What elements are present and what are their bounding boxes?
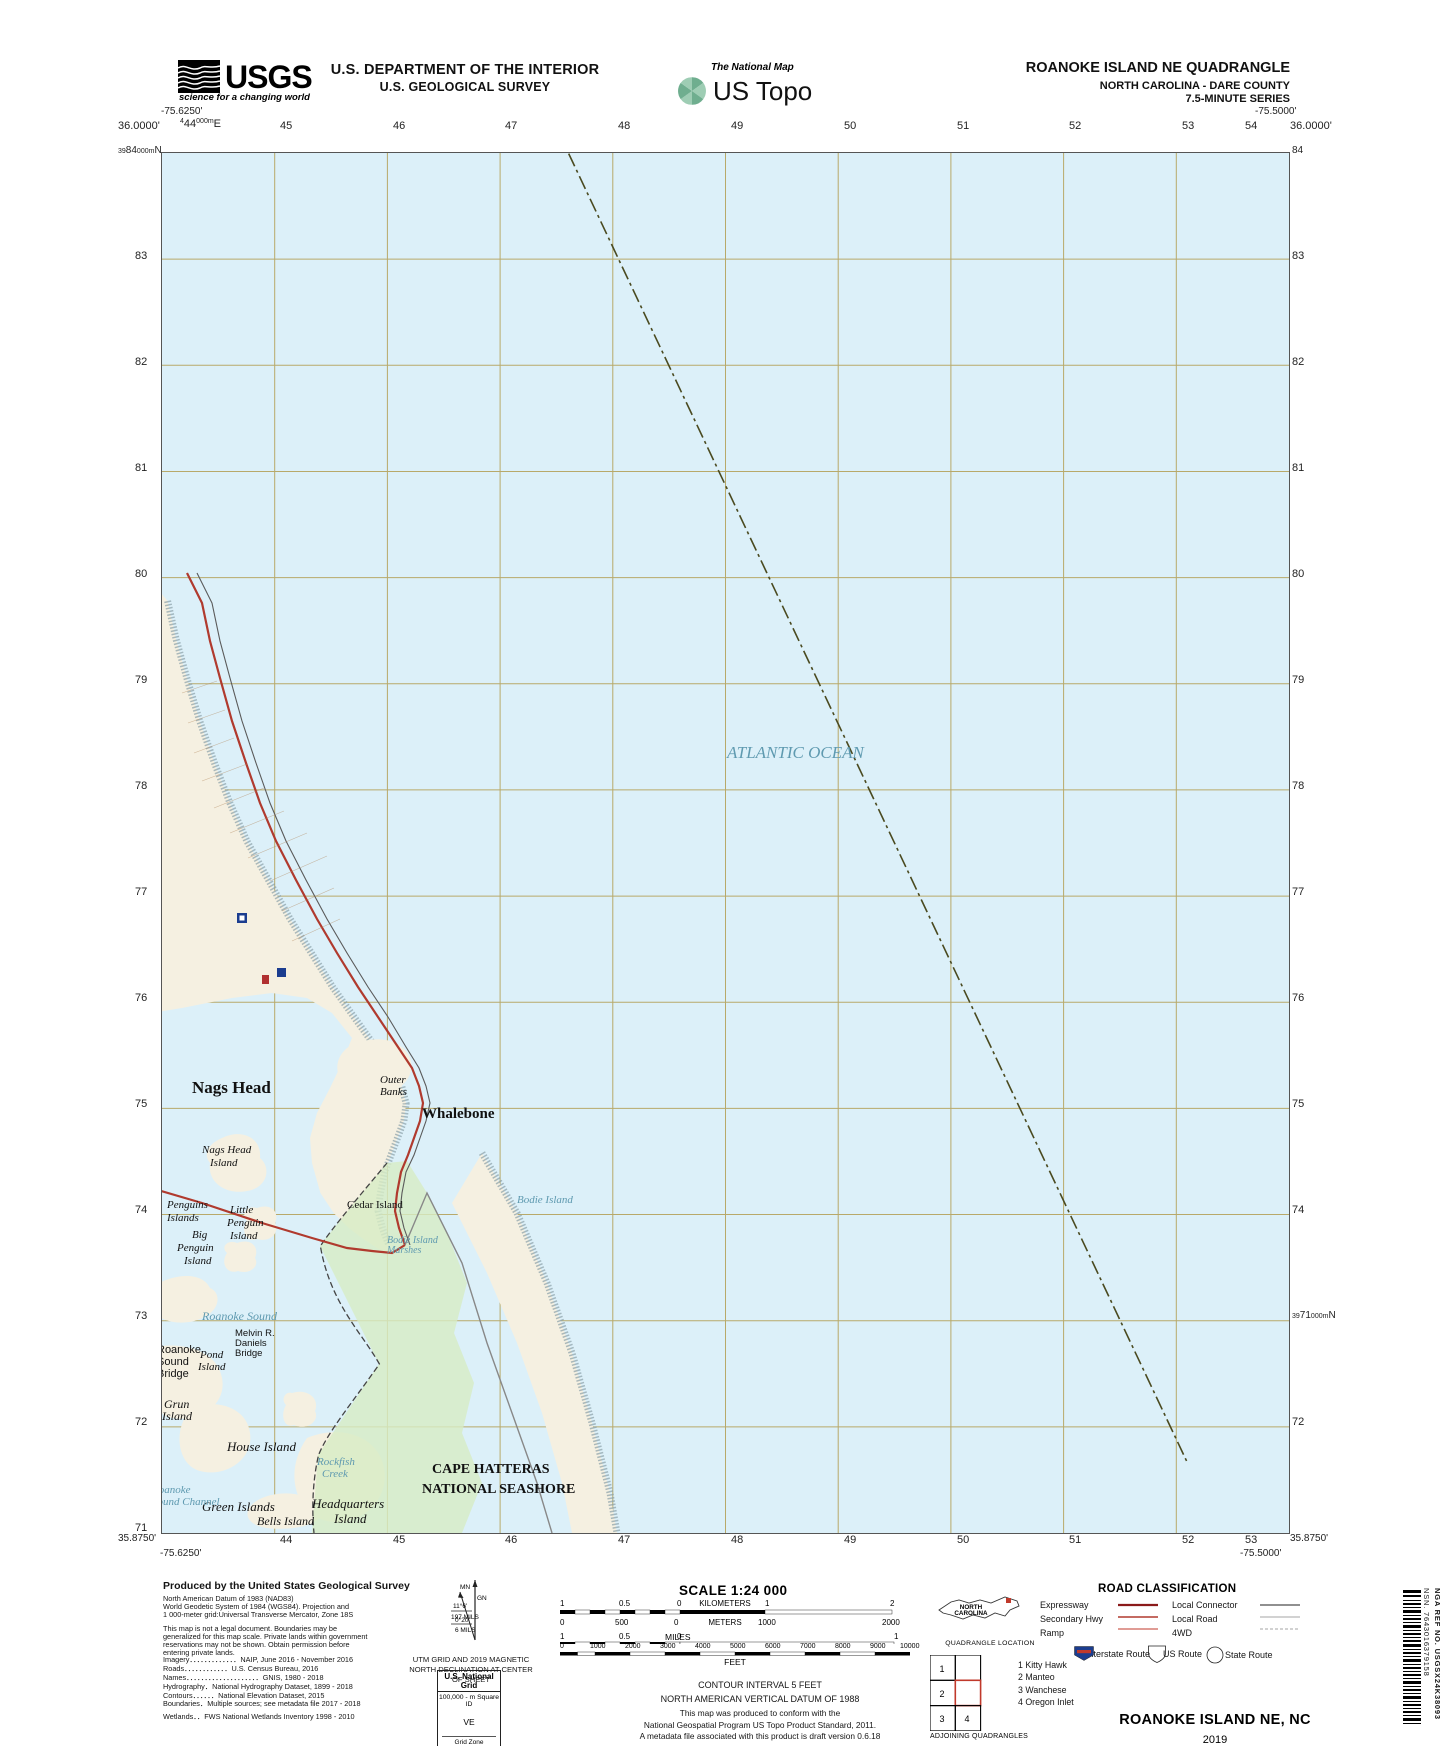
svg-text:8000: 8000	[835, 1643, 851, 1650]
svg-text:2000: 2000	[625, 1643, 641, 1650]
svg-text:Island: Island	[183, 1255, 212, 1267]
svg-text:MN: MN	[460, 1584, 470, 1591]
svg-text:Roanoke: Roanoke	[162, 1344, 201, 1356]
svg-text:Bells Island: Bells Island	[257, 1514, 315, 1528]
svg-text:Nags Head: Nags Head	[201, 1144, 252, 1156]
svg-text:Islands: Islands	[166, 1212, 199, 1224]
svg-text:3000: 3000	[660, 1643, 676, 1650]
svg-text:Big: Big	[192, 1229, 208, 1241]
svg-text:6 MILS: 6 MILS	[455, 1627, 476, 1634]
svg-text:2: 2	[890, 1599, 895, 1608]
svg-text:Island: Island	[229, 1230, 258, 1242]
svg-text:Headquarters: Headquarters	[311, 1496, 384, 1511]
svg-text:6000: 6000	[765, 1643, 781, 1650]
svg-text:CAPE HATTERAS: CAPE HATTERAS	[432, 1462, 550, 1477]
svg-text:Bodie Island: Bodie Island	[517, 1194, 573, 1206]
svg-text:Island: Island	[197, 1361, 226, 1373]
svg-text:Sound Channel: Sound Channel	[162, 1496, 220, 1508]
svg-text:1000: 1000	[590, 1643, 606, 1650]
svg-text:Roanoke Sound: Roanoke Sound	[201, 1309, 278, 1323]
svg-text:Rockfish: Rockfish	[316, 1456, 355, 1468]
svg-text:Island: Island	[209, 1157, 238, 1169]
svg-text:Sound: Sound	[162, 1356, 189, 1368]
svg-text:Outer: Outer	[380, 1074, 406, 1086]
svg-text:1: 1	[765, 1599, 770, 1608]
svg-text:Banks: Banks	[380, 1086, 407, 1098]
svg-text:500: 500	[615, 1618, 629, 1627]
svg-text:Nags Head: Nags Head	[192, 1078, 271, 1097]
svg-text:3: 3	[939, 1714, 944, 1724]
svg-text:GN: GN	[477, 1595, 487, 1602]
svg-text:Whalebone: Whalebone	[422, 1106, 495, 1122]
svg-text:2: 2	[939, 1689, 944, 1699]
svg-text:Little: Little	[229, 1204, 253, 1216]
svg-text:1: 1	[939, 1664, 944, 1674]
svg-text:NATIONAL SEASHORE: NATIONAL SEASHORE	[422, 1482, 575, 1497]
svg-text:0.5: 0.5	[619, 1599, 631, 1608]
svg-text:Island: Island	[162, 1409, 193, 1423]
svg-text:Marshes: Marshes	[386, 1245, 422, 1256]
svg-text:0: 0	[560, 1643, 564, 1650]
svg-text:Pond: Pond	[199, 1349, 224, 1361]
svg-text:Penguin: Penguin	[176, 1242, 214, 1254]
svg-text:House Island: House Island	[226, 1439, 296, 1454]
svg-text:ATLANTIC OCEAN: ATLANTIC OCEAN	[726, 743, 865, 762]
svg-text:KILOMETERS: KILOMETERS	[699, 1599, 751, 1608]
svg-text:Penguin: Penguin	[226, 1217, 264, 1229]
svg-text:4: 4	[964, 1714, 969, 1724]
svg-text:Creek: Creek	[322, 1468, 349, 1480]
svg-text:CAROLINA: CAROLINA	[954, 1610, 988, 1617]
svg-text:Cedar Island: Cedar Island	[347, 1199, 403, 1211]
svg-text:0°20': 0°20'	[455, 1616, 470, 1624]
svg-text:Island: Island	[333, 1511, 367, 1526]
svg-text:0: 0	[674, 1618, 679, 1627]
svg-text:Penguins: Penguins	[166, 1199, 208, 1211]
svg-text:2000: 2000	[882, 1618, 900, 1627]
svg-text:5000: 5000	[730, 1643, 746, 1650]
svg-text:1: 1	[560, 1599, 565, 1608]
svg-text:Roanoke: Roanoke	[162, 1484, 191, 1496]
svg-text:10000: 10000	[900, 1643, 920, 1650]
svg-text:science for a changing world: science for a changing world	[179, 92, 310, 103]
svg-text:Bridge: Bridge	[162, 1368, 189, 1380]
svg-text:9000: 9000	[870, 1643, 886, 1650]
svg-text:4000: 4000	[695, 1643, 711, 1650]
svg-text:7000: 7000	[800, 1643, 816, 1650]
svg-text:0: 0	[560, 1618, 565, 1627]
svg-text:11°6': 11°6'	[453, 1602, 467, 1610]
svg-text:Bridge: Bridge	[235, 1348, 262, 1359]
svg-text:METERS: METERS	[708, 1618, 741, 1627]
svg-text:FEET: FEET	[724, 1657, 746, 1667]
svg-text:1000: 1000	[758, 1618, 776, 1627]
svg-text:0: 0	[677, 1599, 682, 1608]
